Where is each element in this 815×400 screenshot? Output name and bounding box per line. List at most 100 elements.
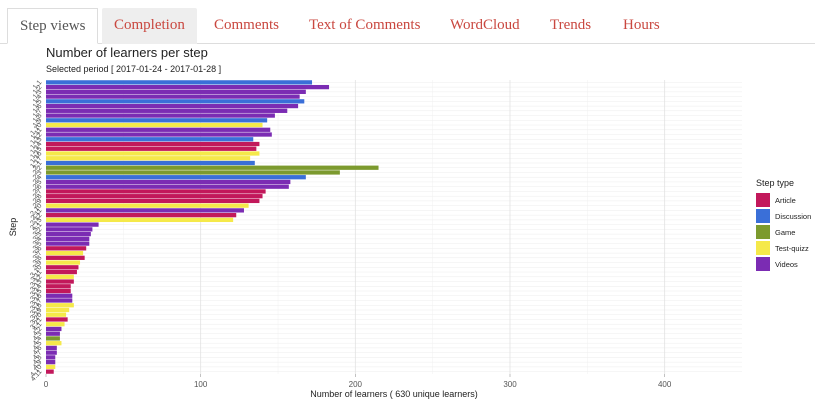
bar bbox=[46, 151, 260, 156]
bar bbox=[46, 84, 330, 90]
bar bbox=[46, 222, 99, 227]
tab-text-of-comments[interactable]: Text of Comments bbox=[309, 17, 421, 33]
bar bbox=[46, 326, 62, 332]
bar bbox=[46, 80, 313, 85]
y-tick-label: 2.6 bbox=[32, 183, 44, 195]
bar bbox=[46, 345, 57, 351]
bar bbox=[46, 246, 87, 251]
x-tick-label: 0 bbox=[44, 380, 49, 389]
tab-completion[interactable]: Completion bbox=[102, 8, 197, 44]
bar bbox=[46, 160, 255, 166]
bar bbox=[46, 284, 71, 289]
y-tick-label: 4.3 bbox=[32, 330, 44, 342]
bar bbox=[46, 146, 257, 151]
y-axis-label: Step bbox=[8, 218, 18, 237]
y-tick-label: 2.4 bbox=[32, 174, 44, 186]
bar bbox=[46, 118, 268, 123]
bar bbox=[46, 194, 263, 199]
bar bbox=[46, 317, 68, 322]
y-tick-label: 3.7 bbox=[32, 250, 44, 262]
bar bbox=[46, 213, 237, 218]
bar bbox=[46, 279, 74, 284]
x-tick-label: 400 bbox=[658, 380, 672, 389]
bar bbox=[46, 336, 60, 341]
y-tick-label: 4.1 bbox=[32, 321, 44, 333]
y-tick-label: 1.1 bbox=[32, 79, 44, 91]
bar bbox=[46, 132, 272, 137]
bar bbox=[46, 293, 73, 298]
bar bbox=[46, 99, 305, 104]
y-tick-label: 1.5 bbox=[32, 98, 44, 110]
tab-wordcloud[interactable]: WordCloud bbox=[450, 17, 520, 33]
y-tick-label: 2.8 bbox=[32, 193, 44, 205]
y-tick-label: 3.4 bbox=[32, 236, 44, 248]
bar bbox=[46, 103, 299, 109]
bar bbox=[46, 312, 67, 317]
legend-swatch bbox=[756, 225, 770, 239]
chart-subtitle: Selected period [ 2017-01-24 - 2017-01-2… bbox=[46, 64, 222, 74]
bar bbox=[46, 89, 306, 94]
bar bbox=[46, 298, 73, 303]
bar bbox=[46, 127, 271, 132]
chart-title: Number of learners per step bbox=[46, 45, 208, 60]
y-tick-label: 1.2 bbox=[32, 84, 44, 96]
y-tick-label: 2.9 bbox=[32, 198, 44, 210]
tab-step-views[interactable]: Step views bbox=[7, 8, 99, 44]
bar bbox=[46, 350, 57, 355]
bar bbox=[46, 137, 254, 142]
legend-swatch bbox=[756, 257, 770, 271]
bar bbox=[46, 203, 249, 208]
bar bbox=[46, 274, 74, 279]
y-tick-label: 4.5 bbox=[32, 340, 44, 352]
tab-trends[interactable]: Trends bbox=[550, 17, 592, 33]
legend-title: Step type bbox=[756, 178, 794, 188]
y-tick-label: 2.1 bbox=[32, 160, 44, 172]
bar bbox=[46, 288, 71, 294]
y-tick-label: 3.3 bbox=[32, 231, 44, 243]
bar bbox=[46, 364, 56, 370]
bar bbox=[46, 355, 56, 360]
legend-label: Discussion bbox=[775, 212, 811, 221]
y-tick-label: 1.8 bbox=[32, 112, 44, 124]
bar bbox=[46, 170, 340, 175]
bar bbox=[46, 369, 54, 374]
bar bbox=[46, 141, 260, 147]
bar bbox=[46, 108, 288, 113]
bar bbox=[46, 231, 91, 237]
y-tick-label: 2.3 bbox=[32, 169, 44, 181]
tab-comments[interactable]: Comments bbox=[214, 17, 280, 33]
tab-hours[interactable]: Hours bbox=[623, 17, 660, 33]
y-tick-label: 1.7 bbox=[32, 108, 44, 120]
bar bbox=[46, 303, 74, 308]
y-tick-label: 2.2 bbox=[32, 164, 44, 176]
bar bbox=[46, 94, 300, 99]
legend-label: Article bbox=[775, 196, 796, 205]
bar bbox=[46, 165, 379, 170]
bar bbox=[46, 184, 289, 189]
y-tick-label: 4.9 bbox=[32, 359, 44, 371]
y-tick-label: 3.8 bbox=[32, 255, 44, 267]
bar bbox=[46, 331, 60, 336]
legend-swatch bbox=[756, 209, 770, 223]
legend-swatch bbox=[756, 241, 770, 255]
y-tick-label: 2.7 bbox=[32, 188, 44, 200]
y-tick-label: 4.8 bbox=[32, 354, 44, 366]
x-axis-label: Number of learners ( 630 unique learners… bbox=[310, 389, 478, 399]
y-tick-label: 3.2 bbox=[32, 226, 44, 238]
y-tick-label: 1.6 bbox=[32, 103, 44, 115]
y-tick-label: 4.4 bbox=[32, 335, 44, 347]
bar bbox=[46, 260, 81, 265]
x-tick-label: 200 bbox=[349, 380, 363, 389]
bar bbox=[46, 269, 77, 275]
bar bbox=[46, 250, 84, 256]
y-tick-label: 3.6 bbox=[32, 245, 44, 257]
y-tick-label: 4.7 bbox=[32, 349, 44, 361]
y-tick-label: 3.9 bbox=[32, 259, 44, 271]
y-tick-label: 1.4 bbox=[32, 93, 44, 105]
bar bbox=[46, 179, 291, 185]
legend-swatch bbox=[756, 193, 770, 207]
bar bbox=[46, 236, 90, 241]
legend-label: Game bbox=[775, 228, 795, 237]
legend-label: Videos bbox=[775, 260, 798, 269]
y-tick-label: 1.3 bbox=[32, 89, 44, 101]
